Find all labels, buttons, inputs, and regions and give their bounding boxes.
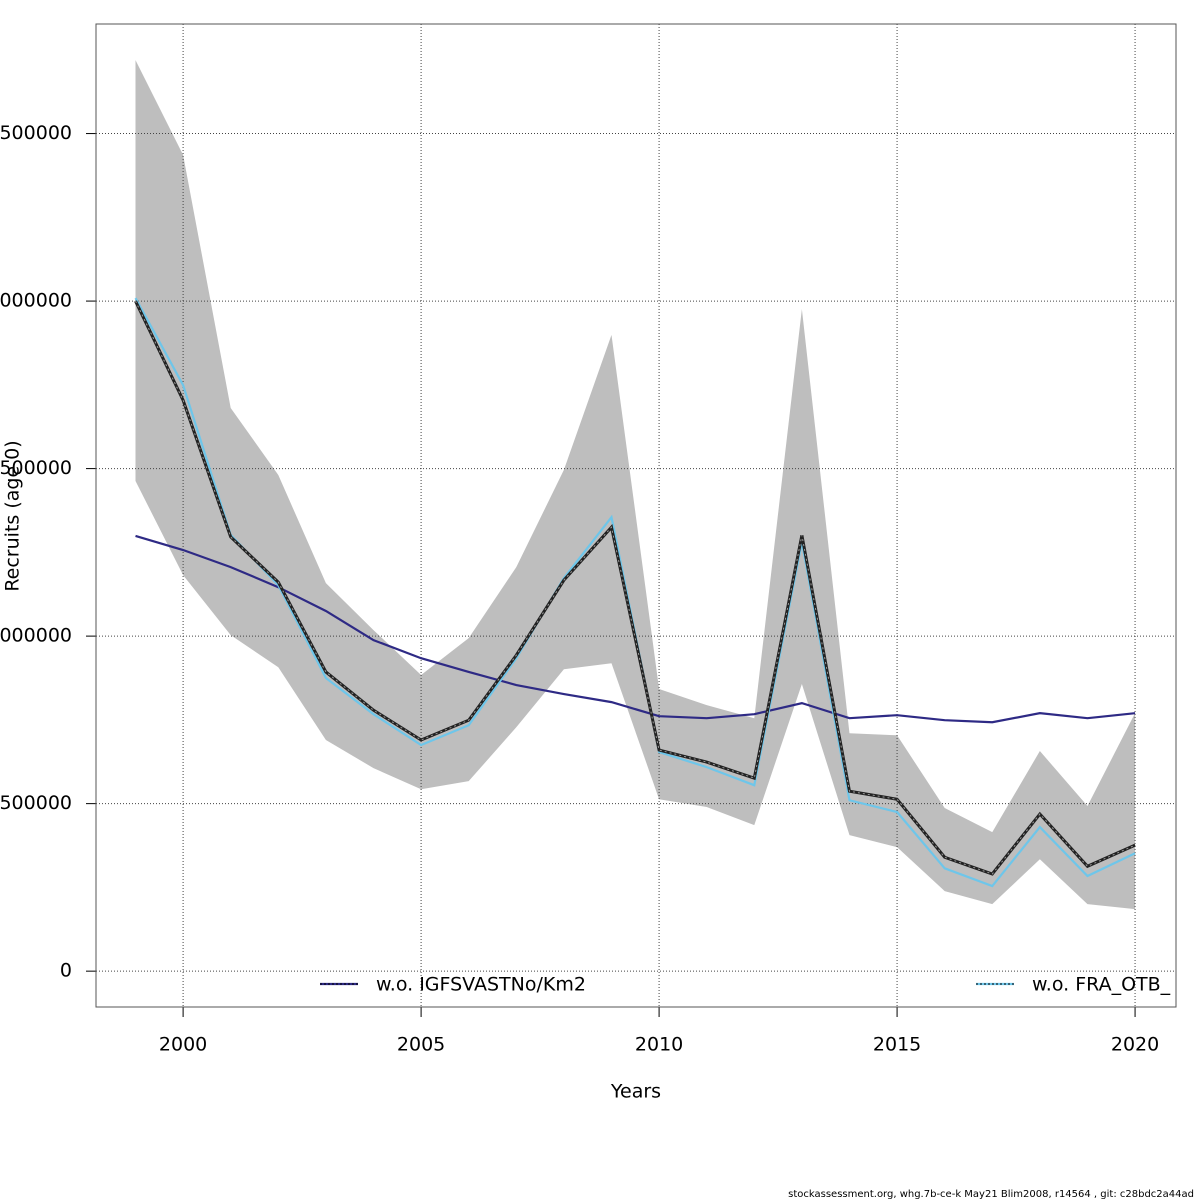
x-tick-label: 2015 — [873, 1034, 921, 1056]
x-tick-label: 2000 — [159, 1034, 207, 1056]
x-tick-label: 2005 — [397, 1034, 445, 1056]
y-tick-label: 500000 — [0, 792, 72, 814]
footer: stockassessment.org, whg.7b-ce-k May21 B… — [788, 1189, 1194, 1200]
y-tick-label: 0 — [60, 960, 72, 982]
legend-label: w.o. IGFSVASTNo/Km2 — [376, 974, 586, 996]
legend-label: w.o. FRA_OTB_ — [1032, 974, 1171, 996]
y-axis-label: Recruits (age 0) — [2, 440, 24, 591]
plot-frame — [95, 23, 1177, 1008]
series-line — [135, 534, 1136, 724]
x-axis-label: Years — [610, 1081, 661, 1103]
x-tick-label: 2010 — [635, 1034, 683, 1056]
y-tick-label: 2500000 — [0, 122, 72, 144]
y-tick-label: 1500000 — [0, 457, 72, 479]
y-tick-label: 2000000 — [0, 290, 72, 312]
series-line-dots — [135, 300, 1136, 875]
y-tick-label: 1000000 — [0, 625, 72, 647]
x-tick-label: 2020 — [1111, 1034, 1159, 1056]
confidence-band — [135, 60, 1136, 910]
